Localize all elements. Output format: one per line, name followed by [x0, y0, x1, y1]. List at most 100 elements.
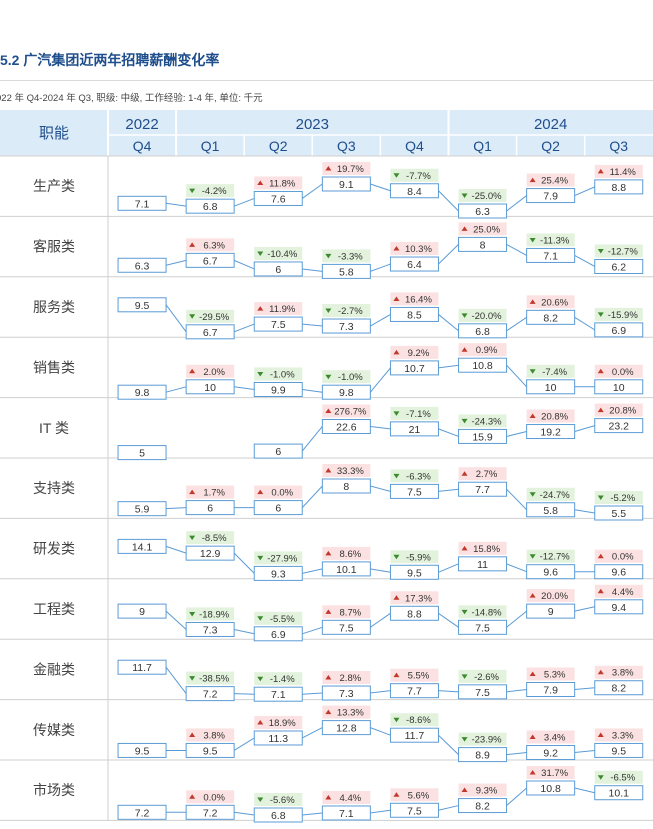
change-label: -14.8% — [471, 607, 502, 618]
trend-line — [574, 749, 595, 754]
trend-line — [438, 364, 459, 369]
trend-line — [370, 568, 391, 573]
up-arrow-icon — [529, 770, 536, 775]
change-badge — [186, 364, 235, 378]
change-badge — [526, 667, 575, 681]
down-arrow-icon — [461, 193, 468, 198]
up-arrow-icon — [461, 347, 468, 352]
value-box — [253, 686, 303, 702]
change-badge — [526, 549, 575, 563]
value-box — [253, 730, 303, 746]
value-label: 10.8 — [472, 360, 493, 372]
value-label: 5.5 — [611, 508, 626, 520]
value-box — [389, 564, 439, 580]
value-label: 7.2 — [203, 689, 218, 701]
change-label: -24.3% — [471, 416, 502, 427]
value-label: 11.7 — [132, 662, 152, 674]
up-arrow-icon — [325, 468, 332, 473]
quarter-header: Q3 — [337, 138, 356, 154]
up-arrow-icon — [597, 588, 604, 594]
change-label: -20.0% — [471, 311, 502, 322]
trend-line — [506, 364, 528, 388]
value-box — [526, 309, 576, 325]
value-box — [389, 727, 439, 743]
value-box — [458, 798, 508, 814]
down-arrow-icon — [597, 495, 604, 500]
value-label: 12.9 — [200, 548, 221, 560]
value-box — [185, 500, 235, 516]
up-arrow-icon — [189, 368, 196, 374]
trend-line — [506, 689, 527, 693]
value-label: 22.6 — [336, 421, 357, 433]
value-label: 5.8 — [543, 505, 558, 517]
value-label: 9.5 — [135, 745, 150, 757]
value-label: 7.1 — [543, 250, 558, 262]
change-label: -12.7% — [608, 246, 639, 257]
down-arrow-icon — [189, 676, 196, 681]
change-badge — [594, 491, 643, 504]
trend-line — [506, 787, 527, 806]
value-box — [594, 379, 644, 395]
trend-line — [302, 692, 323, 695]
down-arrow-icon — [257, 555, 264, 561]
change-label: 20.8% — [609, 406, 636, 417]
trend-line — [234, 628, 255, 635]
change-label: -7.7% — [406, 171, 431, 182]
value-label: 7.3 — [339, 321, 354, 333]
down-arrow-icon — [257, 676, 264, 682]
down-arrow-icon — [257, 797, 264, 802]
up-arrow-icon — [325, 550, 332, 556]
value-box — [185, 198, 235, 214]
change-badge — [458, 605, 507, 619]
value-box — [117, 742, 167, 758]
change-label: 20.8% — [541, 412, 568, 423]
up-arrow-icon — [461, 226, 468, 231]
trend-line — [301, 426, 323, 452]
change-label: 25.0% — [473, 224, 500, 235]
up-arrow-icon — [461, 471, 468, 476]
change-badge — [254, 793, 303, 806]
trend-line — [506, 243, 527, 256]
value-box — [389, 183, 439, 199]
change-badge — [322, 370, 371, 384]
change-badge — [186, 607, 235, 621]
value-box — [321, 384, 371, 400]
value-label: 6.7 — [203, 255, 218, 267]
change-badge — [322, 671, 371, 685]
change-label: -27.9% — [267, 553, 298, 564]
trend-line — [165, 202, 187, 207]
year-header: 2022 — [125, 116, 158, 133]
down-arrow-icon — [393, 554, 400, 560]
trend-line — [233, 259, 255, 270]
change-badge — [526, 364, 575, 378]
value-label: 8.4 — [407, 186, 422, 198]
change-badge — [594, 584, 643, 598]
value-box — [526, 564, 576, 580]
value-box — [526, 247, 576, 263]
trend-line — [506, 431, 527, 437]
value-label: 21 — [409, 424, 421, 436]
change-label: -8.6% — [406, 715, 431, 726]
row-label: 工程类 — [33, 601, 75, 617]
down-arrow-icon — [461, 313, 468, 318]
change-label: -29.5% — [199, 312, 230, 323]
trend-line — [506, 610, 527, 628]
up-arrow-icon — [597, 407, 604, 413]
title-divider — [0, 80, 653, 81]
value-box — [253, 316, 303, 332]
change-label: -3.3% — [338, 251, 363, 262]
down-arrow-icon — [597, 248, 604, 254]
down-arrow-icon — [257, 616, 264, 621]
trend-line — [370, 612, 391, 628]
up-arrow-icon — [597, 732, 604, 737]
value-label: 10.1 — [336, 564, 357, 576]
value-label: 9.9 — [271, 385, 286, 397]
value-box — [321, 176, 371, 192]
value-label: 10 — [545, 382, 557, 394]
change-label: 31.7% — [541, 768, 568, 779]
value-label: 6.8 — [271, 810, 286, 822]
change-label: -1.0% — [270, 370, 295, 381]
trend-line — [574, 255, 595, 267]
change-badge — [526, 766, 575, 779]
change-label: 18.9% — [269, 718, 296, 729]
